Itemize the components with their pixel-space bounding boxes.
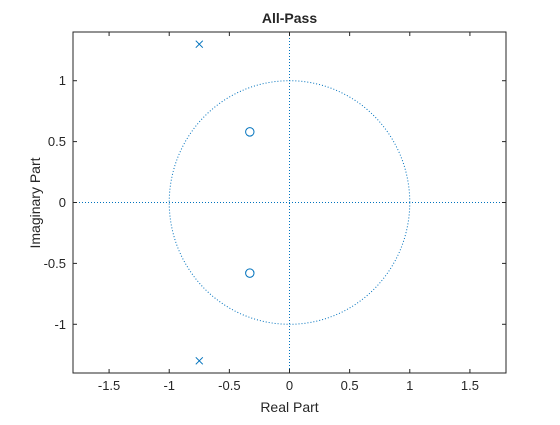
x-tick-label: 0 [286,378,293,393]
x-tick-label: -1.5 [98,378,120,393]
y-tick-label: -0.5 [44,256,66,271]
x-axis-label: Real Part [260,399,318,415]
x-tick-label: -0.5 [218,378,240,393]
x-tick-label: -1 [163,378,175,393]
zero-marker [245,127,255,137]
pole-marker [195,356,204,365]
y-tick-label: 0 [59,195,66,210]
zero-marker [245,268,255,278]
y-tick-label: -1 [54,317,66,332]
pole-marker-stroke [195,40,204,49]
x-tick-label: 0.5 [341,378,359,393]
x-tick-label: 1.5 [461,378,479,393]
y-tick-label: 1 [59,73,66,88]
y-axis-label: Imaginary Part [27,157,43,248]
pole-marker [195,40,204,49]
y-tick-label: 0.5 [48,134,66,149]
pole-marker-stroke [195,356,204,365]
chart-title: All-Pass [262,10,317,26]
x-tick-label: 1 [406,378,413,393]
